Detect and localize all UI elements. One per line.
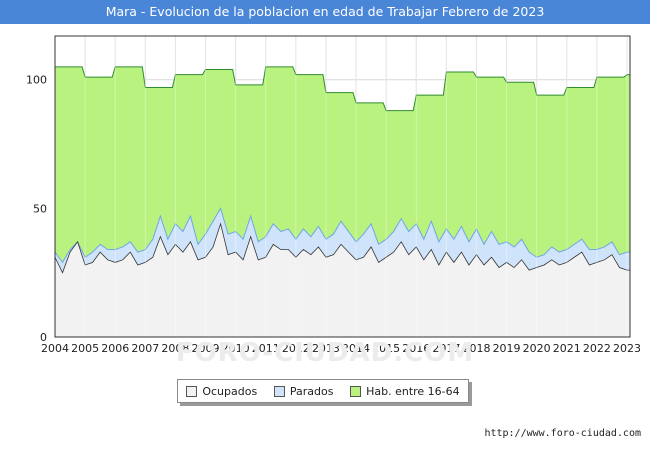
x-tick-label-2006: 2006 bbox=[101, 342, 129, 354]
legend-label-ocupados: Ocupados bbox=[202, 384, 258, 398]
watermark: FORO-CIUDAD.COM bbox=[175, 338, 475, 368]
x-tick-label-2022: 2022 bbox=[583, 342, 611, 354]
legend-label-hab: Hab. entre 16-64 bbox=[366, 384, 460, 398]
x-tick-label-2004: 2004 bbox=[41, 342, 69, 354]
x-tick-label-2014: 2014 bbox=[342, 342, 370, 354]
x-tick-label-2009: 2009 bbox=[192, 342, 220, 354]
plot-border bbox=[54, 35, 631, 338]
series-line-ocupados bbox=[54, 222, 630, 274]
x-tick-label-2007: 2007 bbox=[131, 342, 159, 354]
series-line-parados bbox=[54, 207, 630, 264]
chart-title: Mara - Evolucion de la poblacion en edad… bbox=[0, 0, 650, 24]
x-tick-label-2016: 2016 bbox=[402, 342, 430, 354]
legend-item-ocupados: Ocupados bbox=[186, 385, 257, 398]
legend-item-hab: Hab. entre 16-64 bbox=[350, 385, 460, 398]
source-url: http://www.foro-ciudad.com bbox=[484, 428, 641, 439]
y-tick-label-50: 50 bbox=[33, 202, 47, 215]
legend-swatch-ocupados bbox=[186, 385, 198, 397]
series-line-hab bbox=[55, 66, 630, 112]
x-tick-label-2019: 2019 bbox=[493, 342, 521, 354]
x-tick-label-2015: 2015 bbox=[372, 342, 400, 354]
chart-area: 2004 2005 2006 2007 2008 2009 2010 2011 2012 2013… bbox=[26, 35, 641, 354]
y-tick-label-0: 0 bbox=[40, 331, 47, 344]
x-tick-label-2012: 2012 bbox=[282, 342, 310, 354]
x-tick-label-2023: 2023 bbox=[613, 342, 641, 354]
x-tick-label-2021: 2021 bbox=[553, 342, 581, 354]
legend-item-parados: Parados bbox=[273, 384, 334, 398]
x-tick-label-2010: 2010 bbox=[222, 342, 250, 354]
x-tick-label-2013: 2013 bbox=[312, 342, 340, 354]
x-tick-label-2017: 2017 bbox=[432, 342, 460, 354]
x-tick-label-2011: 2011 bbox=[252, 342, 280, 354]
legend-swatch-parados bbox=[273, 385, 285, 397]
chart-legend: Ocupados Parados Hab. entre 16-64 bbox=[177, 379, 469, 403]
legend-swatch-hab bbox=[350, 385, 362, 397]
x-tick-label-2018: 2018 bbox=[462, 342, 490, 354]
legend-label-parados: Parados bbox=[289, 384, 334, 398]
x-tick-label-2005: 2005 bbox=[71, 342, 99, 354]
x-tick-label-2020: 2020 bbox=[523, 342, 551, 354]
x-tick-label-2008: 2008 bbox=[161, 342, 189, 354]
series-area-ocupados bbox=[55, 223, 630, 337]
y-tick-label-100: 100 bbox=[26, 74, 47, 87]
